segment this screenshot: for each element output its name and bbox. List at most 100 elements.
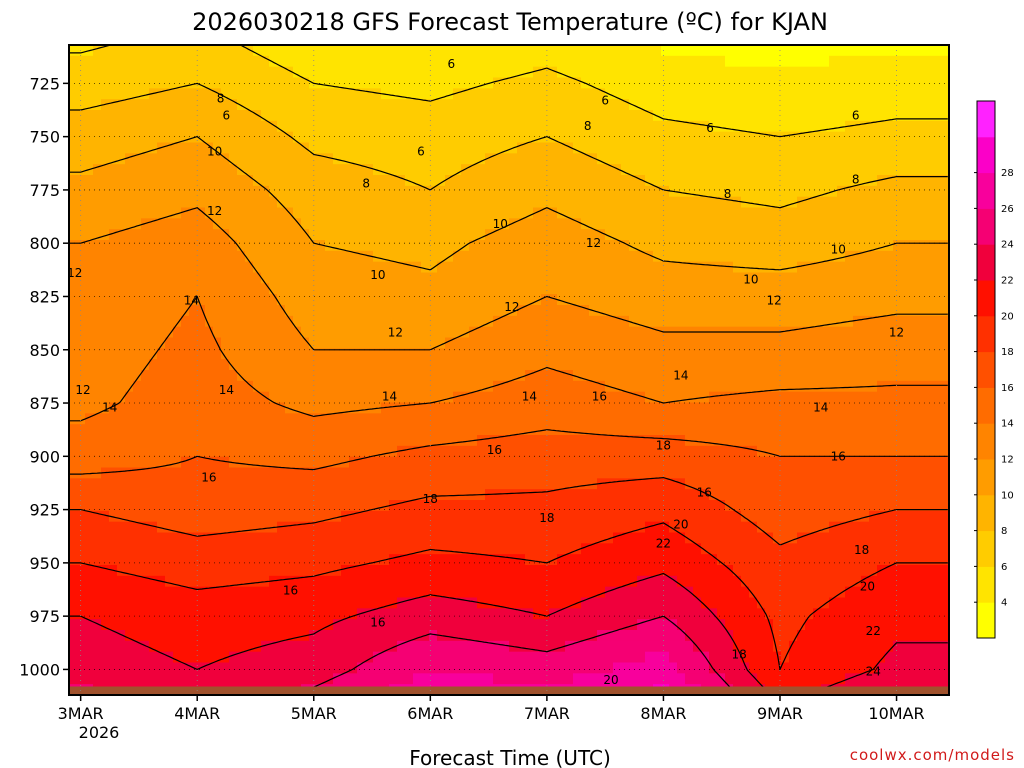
temperature-cell <box>173 662 182 674</box>
temperature-cell <box>373 55 382 68</box>
temperature-cell <box>301 608 310 620</box>
temperature-cell <box>725 445 734 458</box>
temperature-cell <box>597 402 606 414</box>
temperature-cell <box>645 597 654 609</box>
plot-area <box>69 45 949 695</box>
temperature-cell <box>133 272 142 284</box>
temperature-cell <box>525 532 534 544</box>
temperature-cell <box>461 337 470 349</box>
temperature-cell <box>645 402 654 414</box>
temperature-cell <box>557 283 566 295</box>
temperature-cell <box>469 315 478 328</box>
temperature-cell <box>605 445 614 458</box>
temperature-cell <box>709 283 718 295</box>
temperature-cell <box>589 554 598 566</box>
temperature-cell <box>389 662 398 674</box>
temperature-cell <box>149 88 158 100</box>
temperature-cell <box>373 131 382 144</box>
temperature-cell <box>69 575 78 588</box>
temperature-cell <box>333 229 342 241</box>
temperature-cell <box>125 348 134 360</box>
temperature-cell <box>589 294 598 306</box>
temperature-cell <box>653 597 662 609</box>
temperature-cell <box>357 153 366 165</box>
temperature-cell <box>317 110 326 122</box>
temperature-cell <box>557 250 566 263</box>
temperature-cell <box>525 597 534 609</box>
temperature-cell <box>573 153 582 165</box>
temperature-cell <box>565 478 574 490</box>
temperature-cell <box>437 305 446 317</box>
temperature-cell <box>461 586 470 599</box>
temperature-cell <box>421 294 430 306</box>
temperature-cell <box>493 196 502 209</box>
temperature-cell <box>661 640 670 653</box>
temperature-cell <box>421 315 430 328</box>
temperature-cell <box>701 272 710 284</box>
temperature-cell <box>69 391 78 404</box>
temperature-cell <box>477 164 486 176</box>
temperature-cell <box>357 662 366 674</box>
temperature-cell <box>109 478 118 490</box>
temperature-cell <box>293 305 302 317</box>
temperature-cell <box>357 630 366 642</box>
temperature-cell <box>133 445 142 458</box>
temperature-cell <box>421 88 430 100</box>
temperature-cell <box>245 608 254 620</box>
temperature-cell <box>597 500 606 512</box>
temperature-cell <box>141 467 150 479</box>
temperature-cell <box>77 380 86 393</box>
temperature-cell <box>173 489 182 501</box>
temperature-cell <box>165 337 174 349</box>
temperature-cell <box>437 45 446 57</box>
temperature-cell <box>501 608 510 620</box>
temperature-cell <box>317 45 326 57</box>
temperature-cell <box>565 131 574 144</box>
temperature-cell <box>389 77 398 89</box>
temperature-cell <box>285 597 294 609</box>
temperature-cell <box>333 326 342 339</box>
temperature-cell <box>413 196 422 209</box>
temperature-cell <box>477 630 486 642</box>
temperature-cell <box>549 175 558 187</box>
temperature-cell <box>565 619 574 631</box>
temperature-cell <box>709 240 718 252</box>
temperature-cell <box>429 348 438 360</box>
temperature-cell <box>581 651 590 664</box>
temperature-cell <box>189 272 198 284</box>
temperature-cell <box>133 359 142 371</box>
temperature-cell <box>541 153 550 165</box>
temperature-cell <box>661 261 670 274</box>
temperature-cell <box>549 478 558 490</box>
temperature-cell <box>485 673 494 685</box>
temperature-cell <box>533 510 542 523</box>
temperature-cell <box>93 77 102 89</box>
temperature-cell <box>701 66 710 79</box>
temperature-cell <box>613 207 622 219</box>
temperature-cell <box>205 370 214 382</box>
temperature-cell <box>445 500 454 512</box>
temperature-cell <box>349 315 358 328</box>
temperature-cell <box>389 489 398 501</box>
temperature-cell <box>653 359 662 371</box>
temperature-cell <box>285 196 294 209</box>
temperature-cell <box>677 640 686 653</box>
temperature-cell <box>701 565 710 577</box>
temperature-cell <box>573 164 582 176</box>
temperature-cell <box>605 131 614 144</box>
temperature-cell <box>189 359 198 371</box>
temperature-cell <box>349 66 358 79</box>
temperature-cell <box>565 565 574 577</box>
temperature-cell <box>717 131 726 144</box>
temperature-cell <box>133 175 142 187</box>
temperature-cell <box>413 283 422 295</box>
temperature-cell <box>725 640 734 653</box>
temperature-cell <box>509 586 518 599</box>
temperature-cell <box>293 229 302 241</box>
temperature-cell <box>69 662 78 674</box>
temperature-cell <box>221 110 230 122</box>
temperature-cell <box>709 478 718 490</box>
temperature-cell <box>261 229 270 241</box>
temperature-cell <box>101 294 110 306</box>
temperature-cell <box>597 640 606 653</box>
